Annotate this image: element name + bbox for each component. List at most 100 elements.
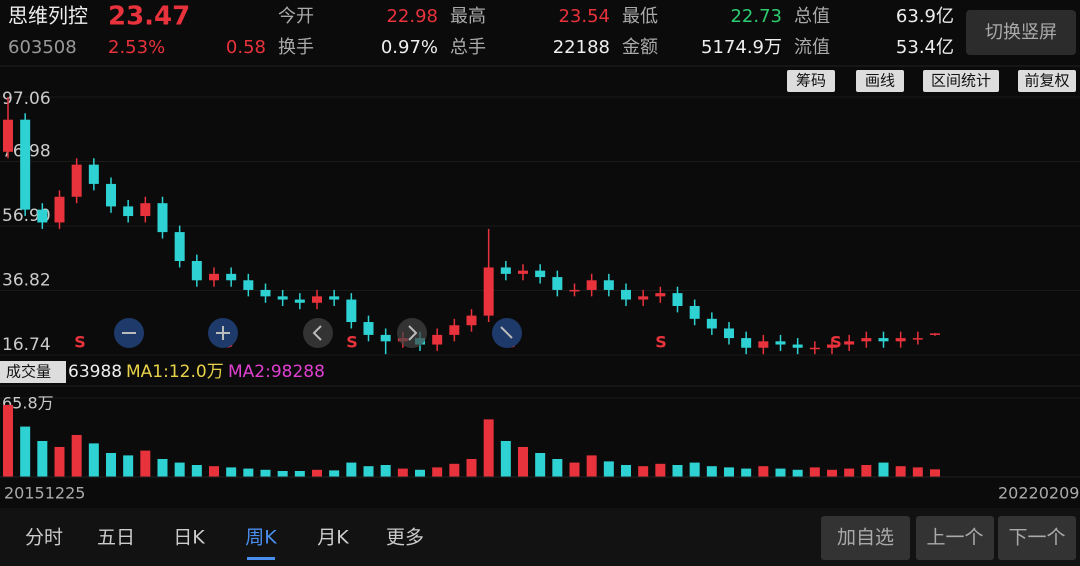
tab[interactable]: 分时 bbox=[25, 527, 63, 549]
scroll-right[interactable] bbox=[397, 318, 427, 348]
overlay-controls bbox=[114, 318, 522, 348]
candle-body bbox=[775, 341, 786, 345]
volume-menu[interactable] bbox=[0, 361, 66, 383]
action-label: 下一个 bbox=[1008, 527, 1065, 549]
tab[interactable]: 周K bbox=[245, 527, 277, 549]
volume-bar bbox=[775, 468, 786, 477]
tab[interactable]: 更多 bbox=[386, 527, 424, 549]
volume-bar bbox=[895, 466, 906, 477]
volume-bar bbox=[432, 467, 443, 477]
action-button[interactable] bbox=[916, 516, 994, 560]
candle-body bbox=[432, 334, 443, 345]
candle-body bbox=[312, 296, 322, 303]
candle-body bbox=[518, 270, 528, 274]
tool-button[interactable] bbox=[1018, 70, 1076, 92]
candle-body bbox=[226, 273, 237, 281]
field-value: 22188 bbox=[553, 37, 610, 58]
change: 0.58 bbox=[226, 37, 266, 58]
scroll-left[interactable] bbox=[303, 318, 333, 348]
volume-bar bbox=[861, 464, 872, 477]
field-label: 换手 bbox=[278, 37, 314, 58]
volume-bar bbox=[226, 467, 237, 477]
volume-bar bbox=[123, 455, 134, 477]
candle-body bbox=[586, 280, 597, 290]
candle-body bbox=[827, 344, 837, 348]
candle-body bbox=[724, 328, 734, 339]
volume-bar bbox=[363, 466, 374, 477]
volume-bar bbox=[586, 455, 597, 477]
action-label: 加自选 bbox=[837, 527, 894, 549]
volume-bar bbox=[552, 458, 563, 477]
y-tick-label: 36.82 bbox=[2, 271, 51, 291]
tab[interactable]: 月K bbox=[317, 527, 349, 549]
field-label: 今开 bbox=[278, 6, 314, 27]
volume-ma2: MA2:98288 bbox=[228, 362, 325, 382]
candle-body bbox=[483, 267, 494, 316]
volume-bar bbox=[88, 443, 99, 477]
sell-signal: S bbox=[830, 333, 842, 352]
volume-title: 成交量 bbox=[6, 363, 51, 381]
candle-body bbox=[844, 341, 855, 345]
tab[interactable]: 五日 bbox=[97, 527, 135, 549]
volume-current: 63988 bbox=[68, 362, 122, 382]
volume-bar bbox=[518, 446, 528, 477]
candle-body bbox=[174, 232, 185, 262]
orientation-button[interactable] bbox=[966, 10, 1076, 55]
candle-body bbox=[741, 338, 752, 348]
volume-bar bbox=[535, 452, 546, 477]
volume-bar bbox=[397, 468, 408, 477]
tool-label: 画线 bbox=[865, 72, 895, 90]
volume-bar bbox=[3, 404, 13, 477]
candle-body bbox=[449, 325, 460, 335]
field-label: 金额 bbox=[622, 37, 658, 58]
volume-bar bbox=[672, 464, 683, 477]
sell-signal: S bbox=[74, 333, 86, 352]
tool-button[interactable] bbox=[787, 70, 835, 92]
action-button[interactable] bbox=[821, 516, 910, 560]
candle-body bbox=[106, 183, 116, 207]
volume-bar bbox=[689, 462, 700, 477]
change-pct: 2.53% bbox=[108, 37, 165, 58]
candle-body bbox=[689, 305, 700, 319]
candle-body bbox=[672, 293, 683, 306]
candle-body bbox=[655, 293, 666, 297]
volume-bar bbox=[621, 464, 631, 477]
orientation-label: 切换竖屏 bbox=[985, 22, 1057, 43]
candle-body bbox=[878, 338, 889, 342]
candle-body bbox=[792, 344, 803, 348]
volume-bar bbox=[380, 464, 391, 477]
volume-bar bbox=[71, 434, 82, 477]
candle-body bbox=[277, 296, 288, 300]
tool-button[interactable] bbox=[923, 70, 999, 92]
candle-body bbox=[191, 261, 202, 281]
volume-bar bbox=[140, 450, 151, 477]
icon bbox=[312, 325, 322, 341]
field-value: 53.4亿 bbox=[896, 37, 954, 58]
candle-body bbox=[20, 119, 31, 210]
action-button[interactable] bbox=[998, 516, 1076, 560]
stock-name: 思维列控 bbox=[8, 4, 88, 28]
candle-body bbox=[294, 299, 305, 303]
candle-body bbox=[930, 333, 940, 335]
volume-bar bbox=[209, 466, 219, 477]
volume-bar bbox=[191, 464, 202, 477]
volume-bar bbox=[243, 468, 254, 477]
candle-body bbox=[861, 338, 872, 342]
candle-body bbox=[758, 341, 769, 348]
icon bbox=[500, 326, 513, 339]
tab[interactable]: 日K bbox=[173, 527, 205, 549]
action-label: 上一个 bbox=[926, 527, 983, 549]
tool-label: 区间统计 bbox=[931, 72, 991, 90]
sell-signal: S bbox=[346, 333, 358, 352]
candle-body bbox=[37, 209, 48, 223]
field-label: 最低 bbox=[622, 6, 658, 27]
toolbar: 筹码 画线 区间统计 前复权 bbox=[787, 70, 1076, 92]
candle-body bbox=[895, 338, 906, 342]
tool-button[interactable] bbox=[856, 70, 904, 92]
field-value: 5174.9万 bbox=[701, 37, 782, 58]
start-date: 20151225 bbox=[4, 484, 85, 503]
y-tick-label: 16.74 bbox=[2, 335, 51, 355]
